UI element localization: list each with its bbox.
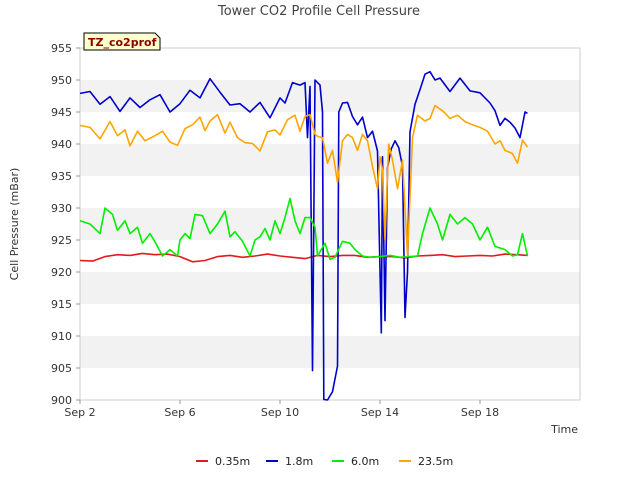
y-tick-label: 955 <box>51 42 72 55</box>
legend-label: 0.35m <box>215 455 250 468</box>
grid-band <box>80 336 580 368</box>
y-tick-label: 900 <box>51 394 72 407</box>
site-badge-box <box>83 32 161 51</box>
y-axis-title: Cell Pressure (mBar) <box>8 168 21 281</box>
y-tick-label: 905 <box>51 362 72 375</box>
y-tick-label: 910 <box>51 330 72 343</box>
site-badge-label: TZ_co2prof <box>88 36 157 49</box>
legend: 0.35m 1.8m 6.0m 23.5m <box>196 455 453 468</box>
y-tick-label: 940 <box>51 138 72 151</box>
grid-band <box>80 272 580 304</box>
x-tick-label: Sep 18 <box>461 406 499 419</box>
grid-band <box>80 144 580 176</box>
x-axis-title: Time <box>550 423 578 436</box>
x-tick-label: Sep 14 <box>361 406 399 419</box>
series-layer <box>79 70 529 401</box>
y-tick-label: 915 <box>51 298 72 311</box>
series-line-0-35m <box>79 252 528 263</box>
grid-band <box>80 48 580 80</box>
plot-bands <box>80 48 580 400</box>
x-axis: Sep 2 Sep 6 Sep 10 Sep 14 Sep 18 <box>64 400 499 419</box>
grid-band <box>80 112 580 144</box>
y-axis: 900 905 910 915 920 925 930 935 940 945 950 955 <box>51 42 80 407</box>
y-tick-label: 930 <box>51 202 72 215</box>
x-tick-label: Sep 2 <box>64 406 95 419</box>
grid-band <box>80 304 580 336</box>
y-tick-label: 935 <box>51 170 72 183</box>
y-tick-label: 945 <box>51 106 72 119</box>
y-tick-label: 920 <box>51 266 72 279</box>
grid-band <box>80 80 580 112</box>
legend-label: 6.0m <box>351 455 379 468</box>
legend-label: 1.8m <box>285 455 313 468</box>
series-line-1-8m <box>79 70 528 401</box>
series-line-6-0m <box>79 197 529 261</box>
grid-band <box>80 176 580 208</box>
legend-label: 23.5m <box>418 455 453 468</box>
chart-title: Tower CO2 Profile Cell Pressure <box>217 4 420 19</box>
y-tick-label: 925 <box>51 234 72 247</box>
series-line-23-5m <box>79 104 529 257</box>
x-tick-label: Sep 6 <box>164 406 195 419</box>
grid-band <box>80 208 580 240</box>
plot-frame <box>79 47 581 401</box>
y-tick-label: 950 <box>51 74 72 87</box>
site-badge: TZ_co2prof <box>83 32 161 51</box>
x-tick-label: Sep 10 <box>261 406 299 419</box>
